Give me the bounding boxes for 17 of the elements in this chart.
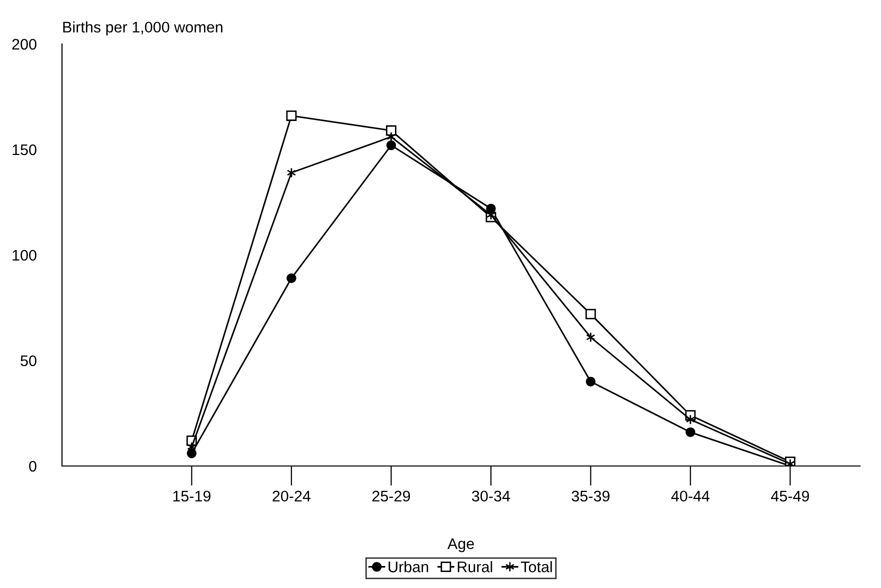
y-tick-label: 200 (12, 38, 36, 50)
legend-label: Rural (458, 561, 492, 572)
legend-label: Total (520, 561, 552, 572)
y-tick-label: 150 (12, 144, 36, 156)
x-tick-label: 20-24 (272, 490, 311, 502)
y-tick-label: 50 (20, 355, 36, 366)
legend-label: Urban (388, 561, 428, 572)
x-tick-label: 35-39 (572, 490, 610, 502)
x-tick-label: 40-44 (671, 490, 710, 502)
x-tick-label: 30-34 (472, 490, 510, 502)
x-axis-title: Age (447, 538, 474, 552)
x-tick-label: 45-49 (770, 490, 809, 502)
x-tick-label: 25-29 (372, 490, 410, 502)
y-axis-title: Births per 1,000 women (63, 21, 222, 36)
x-tick-label: 15-19 (173, 490, 210, 502)
y-tick-label: 0 (29, 460, 36, 472)
y-tick-label: 100 (12, 250, 36, 261)
